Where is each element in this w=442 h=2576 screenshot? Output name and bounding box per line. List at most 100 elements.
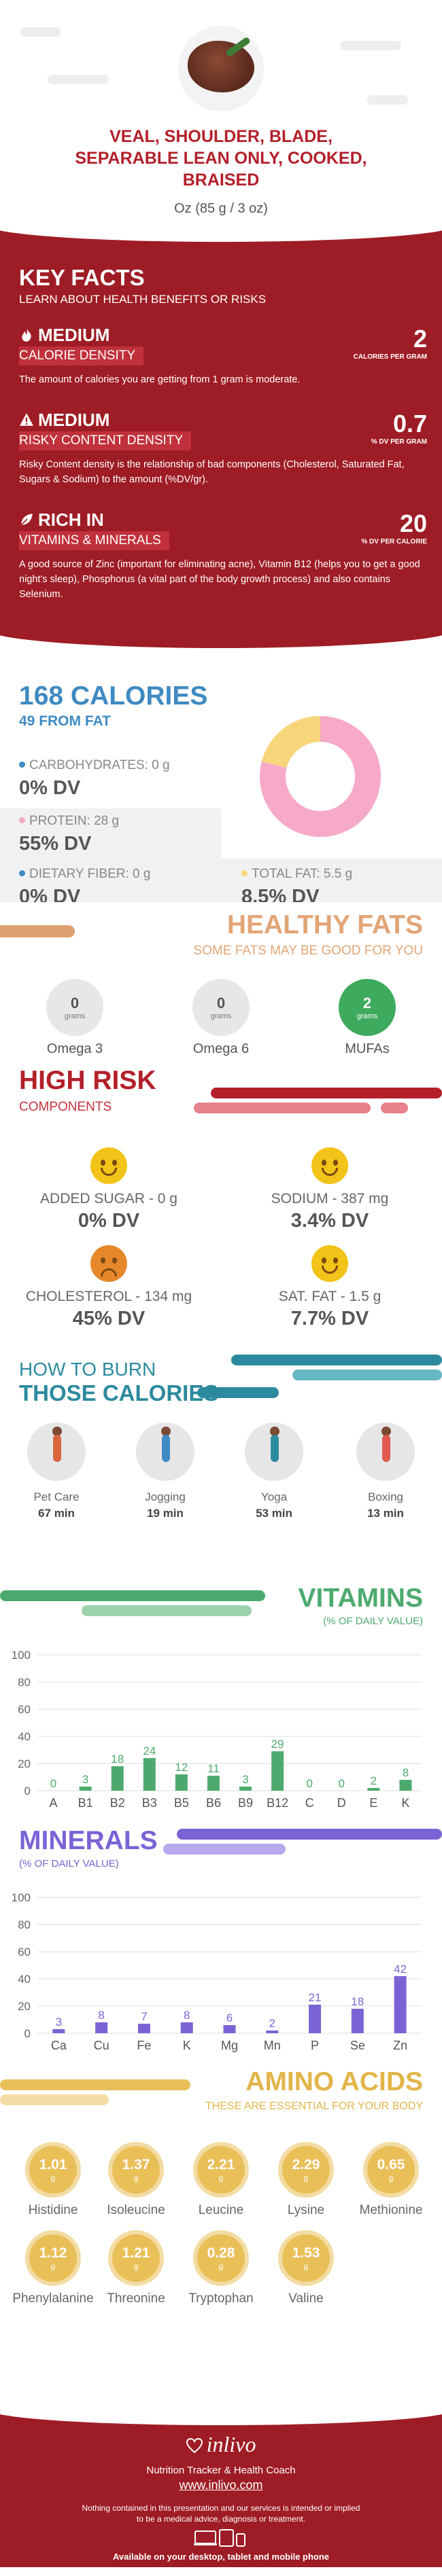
wave-divider: [0, 2408, 442, 2425]
x-tick-label: P: [311, 2039, 319, 2052]
decor-bar: [197, 1387, 279, 1398]
sad-face-icon: [90, 1245, 127, 1282]
warning-icon: [20, 413, 33, 426]
header-section: VEAL, SHOULDER, BLADE, SEPARABLE LEAN ON…: [0, 0, 442, 223]
risk-name: CHOLESTEROL - 134 mg: [25, 1289, 192, 1304]
y-tick-label: 0: [24, 1785, 31, 1797]
amino-value: 0.65: [377, 2157, 405, 2172]
added-sugar-stat: ADDED SUGAR - 0 g 0% DV: [7, 1147, 211, 1232]
footer-tagline: Nutrition Tracker & Health Coach: [146, 2465, 296, 2476]
decor-bar: [0, 925, 75, 937]
amino-unit: g: [303, 2261, 309, 2271]
fact-description: A good source of Zinc (important for eli…: [19, 559, 420, 600]
data-label: 0: [339, 1777, 345, 1790]
mufas-unit: grams: [356, 1012, 378, 1020]
fact-label: VITAMINS & MINERALS: [19, 531, 169, 550]
mufas-name: MUFAs: [345, 1041, 390, 1056]
y-tick-label: 40: [18, 1730, 31, 1743]
amino-histidine: 1.01 g Histidine: [9, 2146, 97, 2218]
amino-threonine: 1.21 g Threonine: [92, 2234, 180, 2306]
amino-value: 0.28: [207, 2245, 235, 2261]
burn-title-line2: THOSE CALORIES: [19, 1380, 219, 1406]
amino-methionine: 0.65 g Methionine: [347, 2146, 435, 2218]
key-facts-subtitle: LEARN ABOUT HEALTH BENEFITS OR RISKS: [19, 293, 267, 306]
amino-tryptophan: 0.28 g Tryptophan: [177, 2234, 265, 2306]
omega3-stat: 0 grams Omega 3: [24, 979, 126, 1057]
decor-cloud: [340, 41, 401, 50]
amino-unit: g: [218, 2173, 224, 2183]
activity-minutes: 19 min: [147, 1507, 184, 1520]
fact-level: MEDIUM: [19, 325, 109, 346]
fact-unit: % DV PER CALORIE: [361, 538, 427, 545]
activity-minutes: 13 min: [367, 1507, 404, 1520]
donut-fat-segment: [261, 716, 321, 769]
fact-value: 20: [399, 509, 427, 537]
footer-url-link[interactable]: www.inlivo.com: [179, 2478, 263, 2492]
decor-bar: [163, 1844, 286, 1855]
amino-unit: g: [50, 2173, 56, 2183]
x-tick-label: D: [337, 1796, 346, 1810]
amino-value: 1.12: [39, 2245, 67, 2261]
x-tick-label: Fe: [137, 2039, 151, 2052]
fact-label: RISKY CONTENT DENSITY: [19, 431, 192, 450]
brand-name: inlivo: [206, 2432, 256, 2456]
devices-icon: [194, 2529, 245, 2547]
title-line: SEPARABLE LEAN ONLY, COOKED,: [75, 149, 367, 168]
fact-level: RICH IN: [19, 509, 104, 531]
activity-name: Yoga: [260, 1490, 288, 1503]
x-tick-label: B3: [142, 1796, 157, 1810]
brand-logo[interactable]: inlivo: [0, 2432, 442, 2457]
amino-value: 1.37: [122, 2157, 150, 2172]
bar-Ca: [52, 2029, 65, 2033]
amino-unit: g: [218, 2261, 224, 2271]
amino-unit: g: [50, 2261, 56, 2271]
x-tick-label: A: [50, 1796, 58, 1810]
food-title: VEAL, SHOULDER, BLADE, SEPARABLE LEAN ON…: [0, 126, 442, 191]
bar-Zn: [394, 1976, 407, 2033]
risk-dv: 45% DV: [72, 1308, 146, 1329]
amino-unit: g: [133, 2261, 139, 2271]
mufas-circle: 2 grams: [339, 979, 396, 1036]
data-label: 18: [351, 1995, 364, 2008]
data-label: 0: [306, 1777, 312, 1790]
x-tick-label: Se: [350, 2039, 365, 2052]
data-label: 8: [403, 1766, 409, 1779]
bar-B12: [271, 1751, 284, 1791]
bar-Mn: [266, 2031, 279, 2033]
flame-icon: [22, 328, 31, 342]
dietary-fiber-stat: DIETARY FIBER: 0 g 0% DV: [19, 867, 150, 902]
omega6-unit: grams: [210, 1012, 232, 1020]
fat-label: TOTAL FAT: 5.5 g: [252, 867, 353, 881]
vitamins-section: VITAMINS (% OF DAILY VALUE) 0 20 40 60 80 100…: [0, 1577, 442, 1819]
bar-Mg: [223, 2025, 236, 2033]
amino-name: Threonine: [107, 2291, 165, 2306]
omega3-unit: grams: [64, 1012, 86, 1020]
data-label: 12: [175, 1761, 188, 1774]
x-tick-label: E: [369, 1796, 377, 1810]
happy-face-icon: [311, 1147, 348, 1184]
bar-Cu: [95, 2022, 108, 2033]
high-risk-title: HIGH RISK: [19, 1066, 156, 1095]
decor-bar: [194, 1103, 371, 1113]
risk-dv: 7.7% DV: [290, 1308, 369, 1329]
x-tick-label: Ca: [51, 2039, 67, 2052]
title-line: VEAL, SHOULDER, BLADE,: [109, 127, 333, 146]
amino-unit: g: [388, 2173, 394, 2183]
y-tick-label: 60: [18, 1703, 31, 1716]
amino-isoleucine: 1.37 g Isoleucine: [92, 2146, 180, 2218]
y-tick-label: 40: [18, 1973, 31, 1986]
total-fat-stat: TOTAL FAT: 5.5 g 8.5% DV: [241, 867, 352, 902]
risk-dv: 0% DV: [78, 1210, 140, 1232]
happy-face-icon: [311, 1245, 348, 1282]
activity-jogging: Jogging 19 min: [118, 1423, 213, 1520]
bar-E: [367, 1788, 380, 1791]
data-label: 24: [143, 1745, 156, 1757]
x-tick-label: K: [183, 2039, 191, 2052]
carbs-dot-icon: [19, 762, 25, 768]
fact-unit: % DV PER GRAM: [371, 438, 427, 446]
boxing-icon: [356, 1423, 415, 1481]
vitamins-title: VITAMINS: [298, 1584, 423, 1613]
footer-availability: Available on your desktop, tablet and mo…: [112, 2552, 330, 2562]
amino-acids-title: AMINO ACIDS: [245, 2067, 423, 2096]
calorie-donut-chart: [260, 716, 381, 837]
